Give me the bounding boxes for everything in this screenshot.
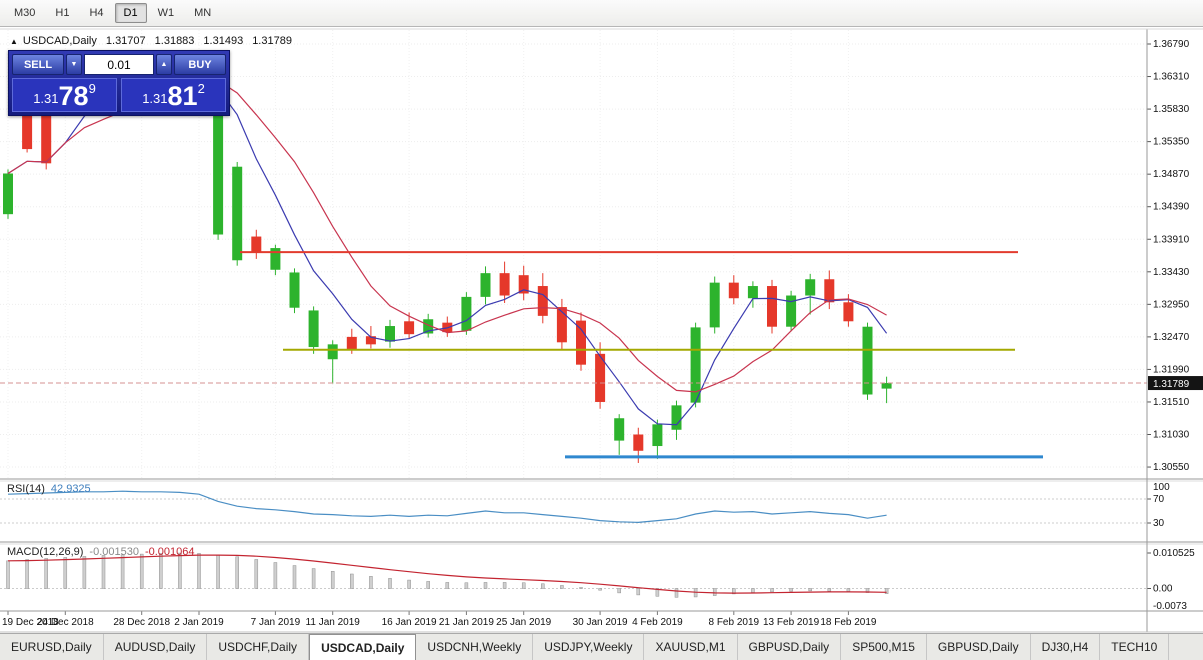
rsi-indicator-label: RSI(14) 42.9325 — [7, 483, 91, 495]
svg-text:30: 30 — [1153, 518, 1165, 529]
svg-text:2 Jan 2019: 2 Jan 2019 — [174, 617, 224, 628]
svg-text:1.33910: 1.33910 — [1153, 234, 1190, 245]
open-value: 1.31707 — [105, 35, 146, 47]
symbol-tab-5[interactable]: USDJPY,Weekly — [533, 634, 645, 660]
chevron-down-icon: ▼ — [70, 61, 78, 68]
chart-ohlc-header: ▲ USDCAD,Daily 1.31707 1.31883 1.31493 1… — [10, 35, 292, 47]
svg-text:1.36310: 1.36310 — [1153, 72, 1190, 83]
svg-text:8 Feb 2019: 8 Feb 2019 — [708, 617, 759, 628]
symbol-tab-1[interactable]: AUDUSD,Daily — [104, 634, 208, 660]
bid-price-prefix: 1.31 — [33, 91, 59, 106]
trade-panel-controls: SELL ▼ ▲ BUY — [12, 54, 226, 75]
ask-price-prefix: 1.31 — [142, 91, 168, 106]
bid-price-pip: 9 — [88, 81, 96, 96]
svg-text:21 Jan 2019: 21 Jan 2019 — [439, 617, 494, 628]
sell-button[interactable]: SELL — [12, 54, 64, 75]
ask-price-pip: 2 — [197, 81, 205, 96]
svg-text:4 Feb 2019: 4 Feb 2019 — [632, 617, 683, 628]
timeframe-toolbar: M30 H1 H4 D1 W1 MN — [0, 0, 1203, 27]
svg-text:1.35350: 1.35350 — [1153, 137, 1190, 148]
svg-text:1.31789: 1.31789 — [1153, 379, 1190, 390]
volume-decrease-button[interactable]: ▼ — [66, 54, 82, 75]
symbol-tab-7[interactable]: GBPUSD,Daily — [738, 634, 842, 660]
ask-price-big: 81 — [167, 81, 198, 111]
svg-text:28 Dec 2018: 28 Dec 2018 — [113, 617, 170, 628]
macd-signal-line — [7, 554, 887, 594]
svg-text:1.34870: 1.34870 — [1153, 169, 1190, 180]
svg-text:18 Feb 2019: 18 Feb 2019 — [820, 617, 877, 628]
timeframe-button-mn[interactable]: MN — [185, 3, 220, 23]
svg-text:16 Jan 2019: 16 Jan 2019 — [382, 617, 437, 628]
macd-main-value: -0.001530 — [89, 546, 139, 558]
svg-text:11 Jan 2019: 11 Jan 2019 — [306, 617, 361, 628]
symbol-icon: ▲ — [10, 36, 18, 46]
symbol-name: USDCAD,Daily — [22, 35, 97, 47]
symbol-tab-8[interactable]: SP500,M15 — [841, 634, 927, 660]
svg-text:19 Dec 2018: 19 Dec 2018 — [2, 617, 59, 628]
svg-text:24 Dec 2018: 24 Dec 2018 — [37, 617, 94, 628]
high-value: 1.31883 — [154, 35, 195, 47]
symbol-tab-2[interactable]: USDCHF,Daily — [207, 634, 310, 660]
bid-price-display[interactable]: 1.31 78 9 — [12, 78, 117, 112]
timeframe-button-h1[interactable]: H1 — [46, 3, 78, 23]
svg-text:70: 70 — [1153, 494, 1165, 505]
timeframe-button-h4[interactable]: H4 — [80, 3, 112, 23]
trade-panel-quotes: 1.31 78 9 1.31 81 2 — [12, 78, 226, 112]
rsi-name: RSI(14) — [7, 483, 45, 495]
svg-text:1.34390: 1.34390 — [1153, 202, 1190, 213]
svg-text:25 Jan 2019: 25 Jan 2019 — [496, 617, 551, 628]
bid-price-big: 78 — [58, 81, 89, 111]
timeframe-button-w1[interactable]: W1 — [149, 3, 184, 23]
close-value: 1.31789 — [252, 35, 292, 47]
symbol-tab-10[interactable]: DJ30,H4 — [1031, 634, 1101, 660]
low-value: 1.31493 — [203, 35, 244, 47]
macd-name: MACD(12,26,9) — [7, 546, 84, 558]
symbol-tab-0[interactable]: EURUSD,Daily — [0, 634, 104, 660]
symbol-tab-11[interactable]: TECH10 — [1100, 634, 1170, 660]
macd-signal-value: -0.001064 — [144, 546, 195, 558]
current-price-badge — [1148, 376, 1203, 391]
svg-text:1.32470: 1.32470 — [1153, 332, 1190, 343]
svg-text:7 Jan 2019: 7 Jan 2019 — [251, 617, 301, 628]
symbol-tab-9[interactable]: GBPUSD,Daily — [927, 634, 1031, 660]
svg-text:100: 100 — [1153, 482, 1170, 493]
symbol-tab-6[interactable]: XAUUSD,M1 — [644, 634, 738, 660]
svg-text:1.36790: 1.36790 — [1153, 39, 1190, 50]
svg-text:0.010525: 0.010525 — [1153, 548, 1195, 559]
svg-text:-0.0073: -0.0073 — [1153, 601, 1187, 612]
svg-text:1.31030: 1.31030 — [1153, 430, 1190, 441]
svg-text:30 Jan 2019: 30 Jan 2019 — [573, 617, 628, 628]
rsi-value: 42.9325 — [50, 483, 91, 495]
symbol-tabbar: EURUSD,Daily AUDUSD,Daily USDCHF,Daily USDC… — [0, 633, 1203, 660]
svg-text:1.35830: 1.35830 — [1153, 104, 1190, 115]
svg-text:1.32950: 1.32950 — [1153, 299, 1190, 310]
svg-text:1.31990: 1.31990 — [1153, 364, 1190, 375]
ask-price-display[interactable]: 1.31 81 2 — [121, 78, 226, 112]
svg-text:1.30550: 1.30550 — [1153, 462, 1190, 473]
svg-text:1.31510: 1.31510 — [1153, 397, 1190, 408]
svg-text:1.33430: 1.33430 — [1153, 267, 1190, 278]
timeframe-button-d1[interactable]: D1 — [114, 3, 147, 23]
macd-indicator-label: MACD(12,26,9) -0.001530 -0.001064 — [7, 546, 195, 558]
svg-text:0.00: 0.00 — [1153, 584, 1173, 595]
chevron-up-icon: ▲ — [160, 61, 168, 68]
symbol-tab-4[interactable]: USDCNH,Weekly — [416, 634, 534, 660]
timeframe-button-m30[interactable]: M30 — [5, 3, 44, 23]
macd-histogram — [6, 552, 889, 598]
svg-text:13 Feb 2019: 13 Feb 2019 — [763, 617, 820, 628]
volume-increase-button[interactable]: ▲ — [156, 54, 172, 75]
buy-button[interactable]: BUY — [174, 54, 226, 75]
volume-input[interactable] — [84, 54, 154, 75]
symbol-tab-3[interactable]: USDCAD,Daily — [309, 634, 417, 660]
rsi-line — [7, 490, 887, 524]
